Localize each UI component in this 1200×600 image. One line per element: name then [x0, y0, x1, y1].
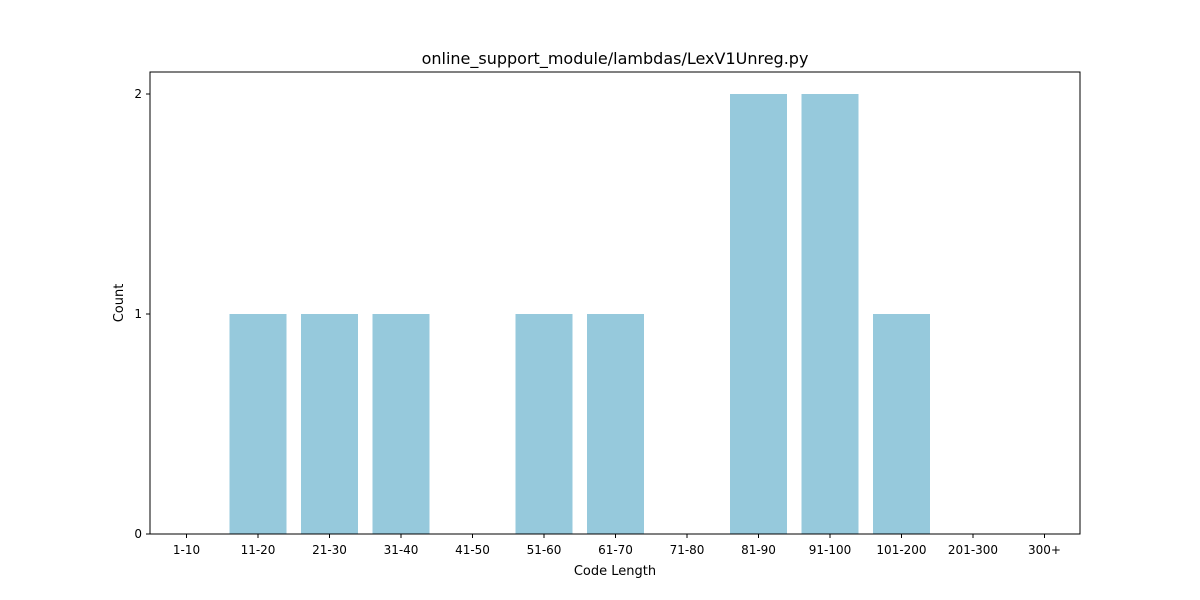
bar-81-90 [730, 94, 787, 534]
y-tick-label: 2 [134, 87, 142, 101]
x-tick-label: 21-30 [312, 543, 347, 557]
bar-31-40 [372, 314, 430, 534]
bar-series [229, 94, 930, 534]
bar-11-20 [229, 314, 287, 534]
x-axis-label: Code Length [574, 564, 656, 579]
x-tick-label: 300+ [1028, 543, 1061, 557]
x-tick-label: 201-300 [948, 543, 998, 557]
y-tick-label: 0 [134, 527, 142, 541]
x-axis-ticks: 1-10 11-20 21-30 31-40 41-50 51-60 61-70 71-80 8… [173, 534, 1061, 557]
x-tick-label: 61-70 [598, 543, 633, 557]
x-tick-label: 51-60 [527, 543, 562, 557]
y-tick-label: 1 [134, 307, 142, 321]
x-tick-label: 31-40 [384, 543, 419, 557]
x-tick-label: 41-50 [455, 543, 490, 557]
x-tick-label: 11-20 [241, 543, 276, 557]
bar-51-60 [515, 314, 573, 534]
bar-61-70 [587, 314, 644, 534]
y-axis-label: Count [112, 284, 127, 323]
bar-21-30 [301, 314, 358, 534]
x-tick-label: 71-80 [670, 543, 705, 557]
x-tick-label: 91-100 [809, 543, 852, 557]
y-axis-ticks: 0 1 2 [134, 87, 150, 541]
x-tick-label: 101-200 [876, 543, 926, 557]
chart-title: online_support_module/lambdas/LexV1Unreg… [422, 49, 809, 69]
x-tick-label: 81-90 [741, 543, 776, 557]
bar-91-100 [801, 94, 859, 534]
x-tick-label: 1-10 [173, 543, 200, 557]
bar-101-200 [873, 314, 930, 534]
